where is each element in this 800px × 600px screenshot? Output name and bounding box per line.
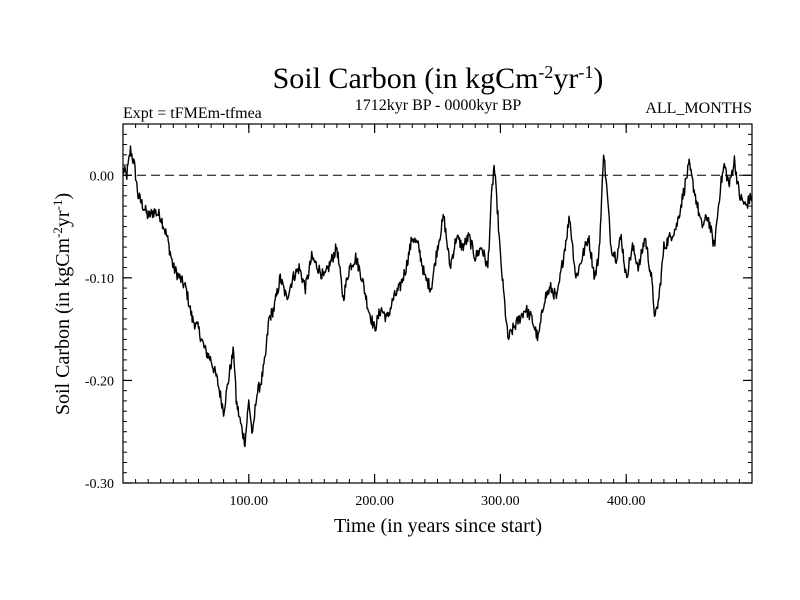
x-tick-label: 100.00 bbox=[230, 494, 269, 509]
experiment-label: Expt = tFMEm-tfmea bbox=[123, 105, 262, 122]
y-tick-label: -0.20 bbox=[85, 374, 114, 389]
x-axis-title: Time (in years since start) bbox=[334, 515, 542, 537]
y-tick-label: 0.00 bbox=[90, 169, 115, 184]
months-label: ALL_MONTHS bbox=[645, 100, 752, 117]
y-tick-label: -0.10 bbox=[85, 272, 114, 287]
x-tick-label: 200.00 bbox=[355, 494, 394, 509]
x-tick-label: 300.00 bbox=[481, 494, 520, 509]
x-tick-label: 400.00 bbox=[607, 494, 646, 509]
y-tick-label: -0.30 bbox=[85, 477, 114, 492]
time-range-label: 1712kyr BP - 0000kyr BP bbox=[355, 97, 522, 114]
chart-title: Soil Carbon (in kgCm-2yr-1) bbox=[273, 62, 604, 95]
data-series-line bbox=[122, 145, 753, 448]
x-axis: 100.00 200.00 300.00 400.00 bbox=[230, 124, 646, 509]
y-axis-title: Soil Carbon (in kgCm-2yr-1) bbox=[50, 193, 75, 415]
y-axis: 0.00 -0.10 -0.20 -0.30 bbox=[85, 169, 752, 492]
